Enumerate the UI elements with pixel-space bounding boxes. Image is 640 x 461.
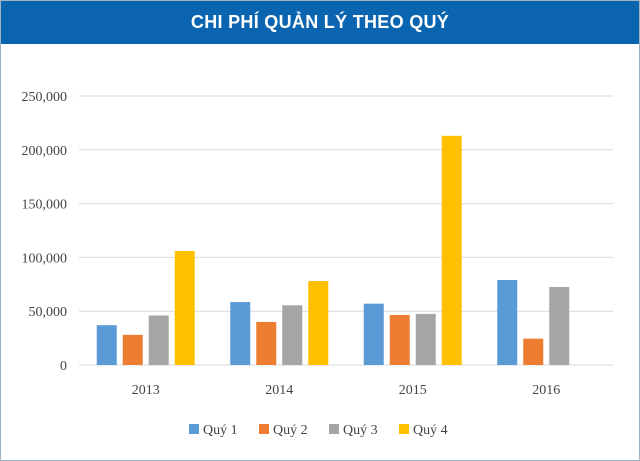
x-tick-label: 2016: [532, 383, 560, 398]
x-tick-label: 2015: [399, 383, 427, 398]
legend-label: Quý 4: [413, 423, 448, 438]
bar-quý-2-2014: [256, 321, 277, 365]
bar-quý-1-2015: [363, 303, 384, 365]
legend-label: Quý 1: [203, 423, 238, 438]
y-tick-label: 200,000: [22, 144, 68, 159]
legend-swatch: [399, 424, 409, 434]
bar-quý-4-2015: [441, 135, 462, 365]
y-tick-label: 100,000: [22, 251, 68, 266]
bar-quý-2-2016: [523, 338, 544, 365]
legend: Quý 1 Quý 2 Quý 3 Quý 4: [189, 423, 448, 438]
bar-quý-4-2014: [308, 281, 329, 365]
chart-title: CHI PHÍ QUẢN LÝ THEO QUÝ: [190, 12, 450, 32]
legend-swatch: [329, 424, 339, 434]
y-tick-label: 50,000: [29, 305, 68, 320]
x-tick-label: 2014: [265, 383, 293, 398]
y-tick-label: 250,000: [22, 90, 68, 105]
legend-swatch: [189, 424, 199, 434]
x-axis-ticks: 2013 2014 2015 2016: [132, 383, 561, 398]
bar-quý-2-2013: [122, 334, 143, 365]
x-tick-label: 2013: [132, 383, 160, 398]
bar-quý-4-2013: [174, 250, 195, 365]
y-tick-label: 150,000: [22, 198, 68, 213]
title-banner: CHI PHÍ QUẢN LÝ THEO QUÝ: [1, 1, 639, 44]
bar-quý-3-2015: [415, 313, 436, 365]
bar-quý-1-2016: [497, 279, 518, 365]
legend-label: Quý 2: [273, 423, 308, 438]
y-axis-ticks: 0 50,000 100,000 150,000 200,000 250,000: [22, 90, 68, 374]
bar-quý-3-2014: [282, 305, 303, 365]
bar-quý-1-2014: [230, 302, 251, 365]
legend-label: Quý 3: [343, 423, 378, 438]
bars: [96, 135, 570, 365]
y-tick-label: 0: [60, 359, 67, 374]
bar-quý-1-2013: [96, 325, 117, 365]
bar-quý-3-2013: [148, 315, 169, 365]
bar-quý-3-2016: [549, 286, 570, 365]
bar-quý-2-2015: [389, 314, 410, 365]
legend-swatch: [259, 424, 269, 434]
